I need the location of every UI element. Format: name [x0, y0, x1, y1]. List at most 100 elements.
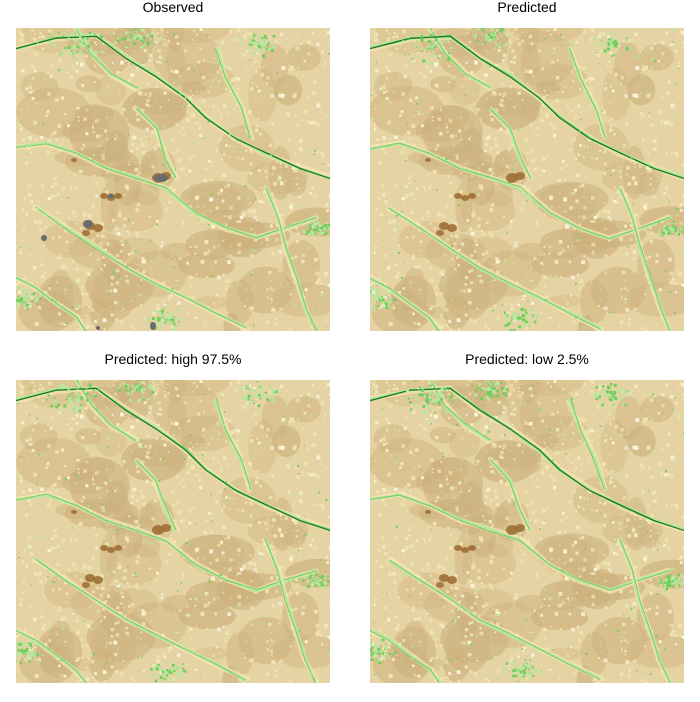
terrain-light-speck [321, 469, 323, 471]
terrain-light-speck [20, 126, 22, 128]
terrain-light-speck [149, 444, 153, 448]
vegetation-speck [393, 91, 395, 93]
terrain-light-speck [58, 606, 61, 609]
terrain-light-speck [299, 553, 301, 555]
terrain-light-speck [228, 215, 232, 219]
terrain-light-speck [90, 660, 94, 664]
terrain-light-speck [311, 32, 314, 35]
terrain-light-speck [286, 202, 287, 203]
vegetation-speck [627, 301, 629, 302]
terrain-light-speck [668, 258, 672, 262]
terrain-light-speck [612, 90, 615, 93]
terrain-light-speck [78, 120, 80, 122]
terrain-light-speck [219, 672, 221, 674]
terrain-light-speck [175, 387, 179, 391]
terrain-light-speck [107, 595, 110, 598]
terrain-light-speck [75, 422, 77, 424]
terrain-light-speck [35, 593, 36, 594]
vegetation-speck [90, 33, 92, 34]
terrain-light-speck [158, 72, 160, 74]
terrain-light-speck [32, 97, 35, 100]
terrain-light-speck [223, 505, 226, 508]
vegetation-speck [474, 187, 475, 188]
terrain-light-speck [69, 75, 73, 79]
vegetation-speck [508, 322, 511, 325]
terrain-light-speck [527, 82, 528, 83]
terrain-light-speck [661, 41, 665, 45]
vegetation-speck [394, 150, 395, 151]
terrain-light-speck [568, 248, 569, 249]
vegetation-speck [246, 388, 248, 390]
vegetation-speck [263, 41, 266, 44]
vegetation-speck [178, 253, 180, 255]
vegetation-speck [389, 101, 391, 102]
terrain-light-speck [320, 634, 323, 637]
terrain-light-speck [471, 269, 474, 272]
terrain-light-speck [175, 422, 179, 426]
vegetation-speck [319, 579, 321, 581]
vegetation-speck [294, 304, 296, 306]
terrain-light-speck [20, 215, 22, 217]
terrain-light-speck [101, 587, 105, 591]
terrain-light-speck [163, 443, 166, 446]
vegetation-speck [189, 305, 190, 307]
terrain-light-speck [151, 411, 152, 412]
vegetation-speck [508, 35, 510, 37]
vegetation-speck [667, 222, 669, 224]
vegetation-speck [97, 145, 98, 146]
terrain-light-speck [321, 109, 322, 110]
terrain-light-speck [512, 264, 513, 265]
terrain-light-speck [255, 103, 256, 105]
terrain-light-speck [226, 631, 230, 635]
terrain-light-speck [287, 679, 290, 682]
terrain-light-speck [682, 193, 684, 197]
vegetation-speck [26, 648, 29, 651]
terrain-light-speck [281, 126, 282, 127]
vegetation-speck [168, 318, 169, 319]
terrain-light-speck [63, 140, 64, 141]
terrain-light-speck [23, 581, 25, 583]
terrain-light-speck [43, 303, 44, 304]
vegetation-speck [303, 554, 305, 556]
terrain-light-speck [569, 206, 572, 209]
terrain-light-speck [674, 330, 675, 331]
terrain-light-speck [164, 394, 168, 398]
terrain-light-speck [626, 166, 630, 170]
vegetation-speck [38, 454, 40, 455]
terrain-light-speck [446, 324, 449, 327]
vegetation-speck [370, 309, 371, 312]
terrain-light-speck [122, 108, 125, 111]
terrain-light-speck [156, 413, 159, 416]
vegetation-speck [401, 186, 403, 187]
vegetation-speck [83, 38, 84, 39]
terrain-light-speck [76, 414, 79, 417]
vegetation-speck [497, 38, 499, 40]
vegetation-speck [172, 661, 174, 663]
terrain-light-speck [52, 158, 54, 160]
vegetation-speck [173, 322, 175, 324]
vegetation-speck [518, 246, 520, 248]
terrain-light-speck [534, 168, 537, 171]
terrain-light-speck [318, 278, 321, 281]
terrain-light-speck [218, 246, 219, 247]
vegetation-speck [134, 572, 136, 574]
terrain-light-speck [257, 549, 258, 550]
terrain-light-speck [565, 224, 569, 228]
terrain-light-speck [246, 641, 247, 642]
vegetation-speck [117, 40, 120, 43]
terrain-light-speck [604, 87, 607, 90]
terrain-light-speck [56, 633, 58, 635]
vegetation-speck [312, 579, 313, 580]
vegetation-speck [30, 144, 31, 146]
terrain-light-speck [547, 94, 549, 96]
terrain-light-speck [266, 528, 268, 530]
vegetation-speck [124, 37, 127, 40]
terrain-light-speck [176, 632, 177, 633]
terrain-light-speck [653, 188, 655, 190]
vegetation-speck [418, 43, 419, 44]
terrain-light-speck [190, 285, 193, 288]
vegetation-speck [74, 228, 76, 229]
vegetation-speck [596, 88, 597, 90]
terrain-light-speck [241, 399, 242, 400]
terrain-light-speck [639, 180, 640, 181]
